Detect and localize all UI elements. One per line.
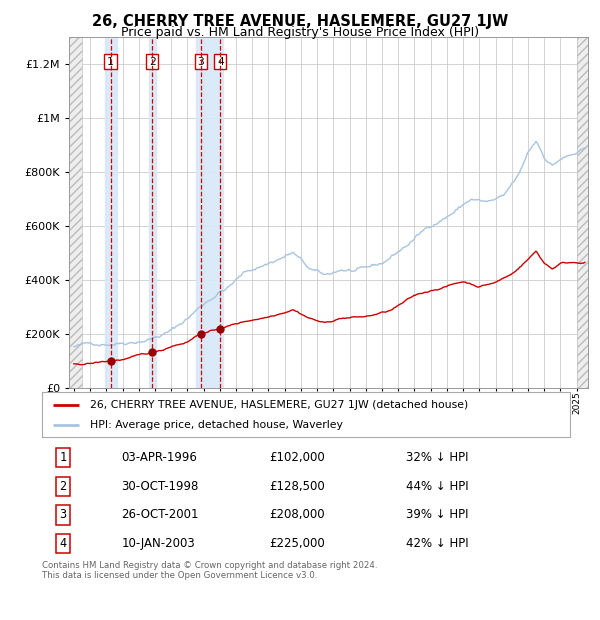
- Text: 3: 3: [59, 508, 67, 521]
- Text: 2: 2: [59, 480, 67, 493]
- Text: Contains HM Land Registry data © Crown copyright and database right 2024.
This d: Contains HM Land Registry data © Crown c…: [42, 561, 377, 580]
- Text: 10-JAN-2003: 10-JAN-2003: [121, 537, 195, 550]
- Text: 3: 3: [197, 56, 204, 67]
- Text: 26-OCT-2001: 26-OCT-2001: [121, 508, 199, 521]
- Text: 4: 4: [59, 537, 67, 550]
- Text: HPI: Average price, detached house, Waverley: HPI: Average price, detached house, Wave…: [89, 420, 343, 430]
- Text: £225,000: £225,000: [269, 537, 325, 550]
- Text: 03-APR-1996: 03-APR-1996: [121, 451, 197, 464]
- Text: 2: 2: [149, 56, 155, 67]
- Text: £208,000: £208,000: [269, 508, 325, 521]
- Text: 30-OCT-1998: 30-OCT-1998: [121, 480, 199, 493]
- Bar: [69, 37, 82, 387]
- Bar: [196, 37, 223, 387]
- Text: 26, CHERRY TREE AVENUE, HASLEMERE, GU27 1JW: 26, CHERRY TREE AVENUE, HASLEMERE, GU27 …: [92, 14, 508, 29]
- Text: £128,500: £128,500: [269, 480, 325, 493]
- Text: 1: 1: [107, 56, 114, 67]
- Bar: [149, 37, 156, 387]
- Text: £102,000: £102,000: [269, 451, 325, 464]
- Text: Price paid vs. HM Land Registry's House Price Index (HPI): Price paid vs. HM Land Registry's House …: [121, 26, 479, 39]
- Text: 32% ↓ HPI: 32% ↓ HPI: [406, 451, 469, 464]
- Text: 39% ↓ HPI: 39% ↓ HPI: [406, 508, 469, 521]
- Text: 1: 1: [59, 451, 67, 464]
- Text: 26, CHERRY TREE AVENUE, HASLEMERE, GU27 1JW (detached house): 26, CHERRY TREE AVENUE, HASLEMERE, GU27 …: [89, 399, 468, 410]
- Bar: [577, 37, 588, 387]
- Bar: [104, 37, 117, 387]
- Text: 44% ↓ HPI: 44% ↓ HPI: [406, 480, 469, 493]
- Text: 42% ↓ HPI: 42% ↓ HPI: [406, 537, 469, 550]
- Text: 4: 4: [217, 56, 224, 67]
